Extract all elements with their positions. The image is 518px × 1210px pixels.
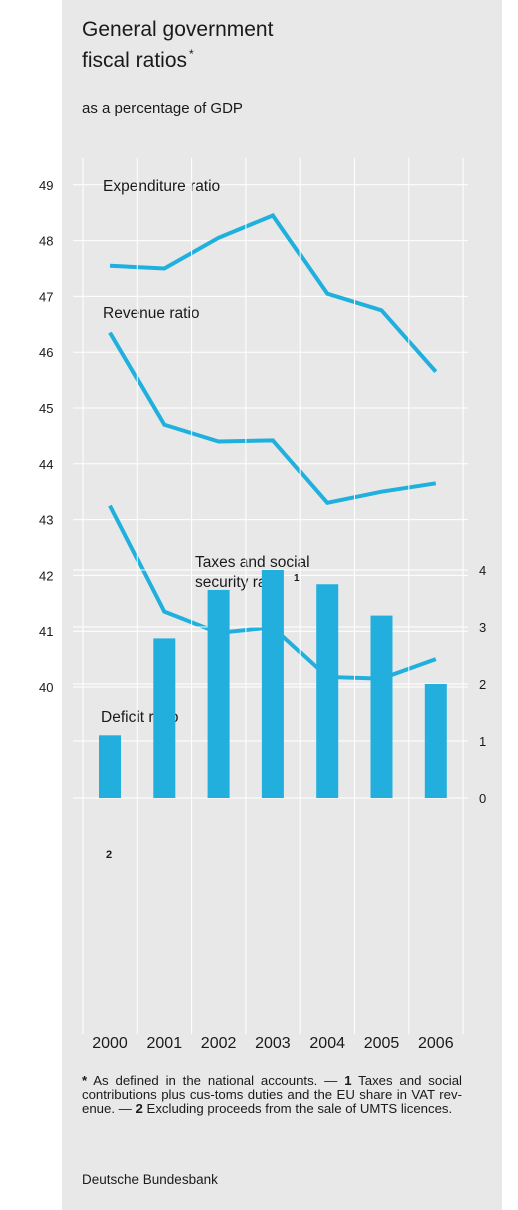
line-y-tick-49: 49 <box>39 178 53 193</box>
line-y-tick-46: 46 <box>39 345 53 360</box>
line-y-tick-44: 44 <box>39 457 53 472</box>
chart-title: General government fiscal ratios * <box>82 18 482 73</box>
title-footnote-mark: * <box>189 47 194 61</box>
series-label-expenditure: Expenditure ratio <box>103 178 220 195</box>
bar-2005 <box>370 615 393 798</box>
bar-2006 <box>424 684 447 798</box>
bar-2004 <box>316 584 339 798</box>
series-label-taxes-line2: security ratio <box>195 574 283 591</box>
bar-2000 <box>99 735 121 798</box>
bar-annotation-2000: 2 <box>106 849 112 861</box>
x-tick-2003: 2003 <box>255 1035 291 1052</box>
footnote-number-2: 2 <box>135 1101 143 1116</box>
chart-title-line2: fiscal ratios <box>82 49 188 72</box>
series-label-taxes-footnote-mark: 1 <box>294 573 300 584</box>
x-tick-2005: 2005 <box>364 1035 400 1052</box>
footnote-text-2: Taxes and social contributions plus cus-… <box>82 1073 462 1116</box>
line-y-tick-41: 41 <box>39 624 53 639</box>
bar-2002 <box>207 589 230 798</box>
chart-subtitle: as a percentage of GDP <box>82 100 243 117</box>
footnote-number-1: 1 <box>344 1073 352 1088</box>
bar-y-tick-0: 0 <box>479 791 486 806</box>
bar-2001 <box>153 638 176 798</box>
x-tick-2001: 2001 <box>147 1035 183 1052</box>
bar-y-tick-4: 4 <box>479 563 486 578</box>
line-y-tick-40: 40 <box>39 680 53 695</box>
bar-y-tick-3: 3 <box>479 620 486 635</box>
line-y-tick-42: 42 <box>39 568 53 583</box>
series-line-1 <box>108 331 437 506</box>
series-label-taxes-line1: Taxes and social <box>195 554 310 571</box>
line-y-tick-43: 43 <box>39 513 53 528</box>
footnote-text-3: Excluding proceeds from the sale of UMTS… <box>142 1101 453 1116</box>
line-y-tick-47: 47 <box>39 289 53 304</box>
footnotes: * As defined in the national accounts. —… <box>82 1074 462 1116</box>
line-panel-grid <box>73 184 468 688</box>
chart-title-line1: General government <box>82 18 274 41</box>
x-tick-2006: 2006 <box>418 1035 454 1052</box>
source-label: Deutsche Bundesbank <box>82 1172 218 1187</box>
x-tick-2004: 2004 <box>309 1035 345 1052</box>
series-line-0 <box>109 213 438 374</box>
bar-y-tick-2: 2 <box>479 677 486 692</box>
bar-2003 <box>261 570 284 798</box>
line-y-tick-48: 48 <box>39 234 53 249</box>
bar-y-tick-1: 1 <box>479 734 486 749</box>
x-tick-2002: 2002 <box>201 1035 237 1052</box>
series-label-revenue: Revenue ratio <box>103 305 200 322</box>
footnote-text-1: As defined in the national accounts. — <box>87 1073 345 1088</box>
footnote-star: * <box>82 1073 88 1088</box>
line-y-tick-45: 45 <box>39 401 53 416</box>
x-tick-2000: 2000 <box>92 1035 128 1052</box>
